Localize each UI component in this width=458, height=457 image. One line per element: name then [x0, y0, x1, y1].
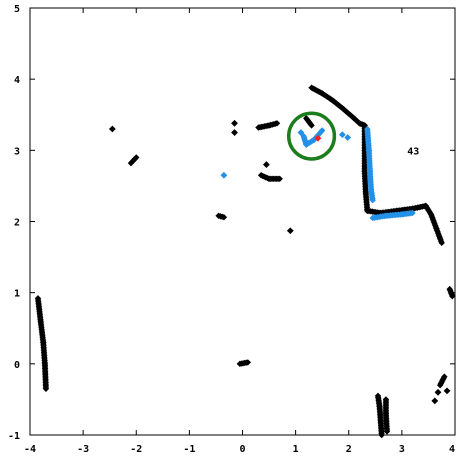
data-point: [438, 239, 445, 247]
data-point: [449, 293, 456, 300]
y-tick-label: 5: [14, 4, 20, 15]
data-point: [220, 171, 228, 179]
tick-labels: -4 -3 -2 -1 0 1 2 3 4 -1 0 1 2 3 4 5: [8, 4, 455, 455]
x-tick-label: 3: [399, 444, 405, 455]
data-point: [220, 214, 228, 221]
overlay: 43: [286, 111, 419, 161]
highlight-circle: [286, 111, 337, 161]
data-point: [431, 397, 439, 405]
data-point: [383, 428, 391, 435]
data-point: [369, 196, 376, 204]
data-point: [308, 122, 315, 129]
data-point: [338, 131, 346, 139]
data-point: [108, 125, 116, 133]
y-tick-label: -1: [8, 431, 20, 442]
annotation-label: 43: [407, 146, 419, 157]
y-tick-label: 3: [14, 146, 20, 157]
data-point: [244, 359, 252, 366]
x-tick-label: 0: [239, 444, 245, 455]
y-tick-label: 2: [14, 218, 20, 229]
data-point: [314, 134, 322, 142]
data-point: [42, 385, 50, 392]
x-tick-label: -3: [77, 444, 89, 455]
data-point: [434, 388, 442, 396]
x-tick-label: -1: [183, 444, 195, 455]
y-tick-label: 0: [14, 360, 20, 371]
data-point: [378, 431, 385, 439]
data-point: [231, 119, 238, 127]
data-marks: [34, 84, 456, 439]
x-tick-label: -4: [24, 444, 36, 455]
x-tick-label: 1: [293, 444, 299, 455]
y-tick-label: 1: [14, 289, 20, 300]
x-tick-label: 2: [346, 444, 352, 455]
x-tick-label: -2: [130, 444, 142, 455]
data-point: [441, 373, 448, 380]
data-point: [263, 161, 270, 168]
data-point: [318, 127, 326, 134]
data-point: [231, 129, 238, 136]
y-tick-label: 4: [14, 75, 20, 86]
axis-ticks: [29, 7, 456, 436]
data-point: [276, 175, 283, 182]
x-tick-label: 4: [449, 444, 455, 455]
data-point: [443, 387, 451, 395]
data-point: [409, 209, 416, 217]
data-point: [133, 154, 140, 161]
data-point: [273, 120, 281, 127]
plot-area: [29, 7, 456, 436]
data-point: [344, 134, 352, 141]
data-point: [286, 227, 294, 235]
data-point: [297, 129, 305, 136]
